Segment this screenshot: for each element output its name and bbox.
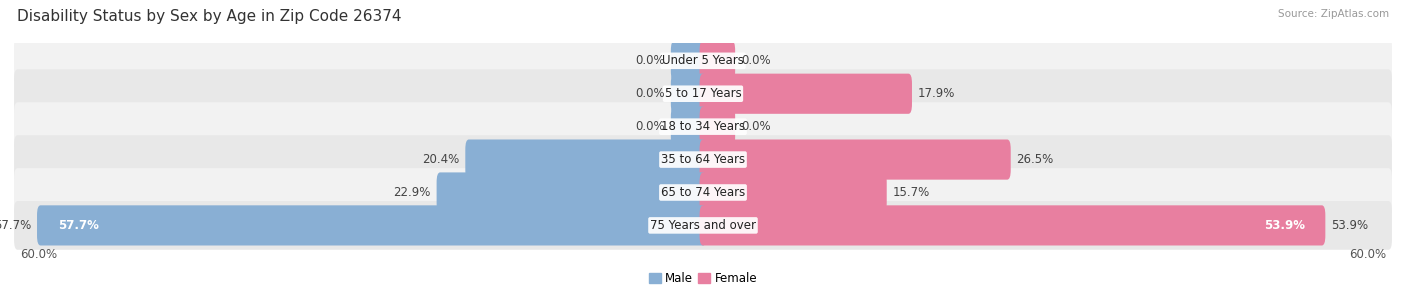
FancyBboxPatch shape — [700, 172, 887, 213]
Text: 0.0%: 0.0% — [741, 120, 770, 133]
Text: 57.7%: 57.7% — [0, 219, 31, 232]
FancyBboxPatch shape — [671, 41, 706, 81]
FancyBboxPatch shape — [700, 139, 1011, 180]
FancyBboxPatch shape — [14, 69, 1392, 118]
Text: Disability Status by Sex by Age in Zip Code 26374: Disability Status by Sex by Age in Zip C… — [17, 9, 401, 24]
Text: Under 5 Years: Under 5 Years — [662, 54, 744, 67]
FancyBboxPatch shape — [14, 201, 1392, 250]
Text: 0.0%: 0.0% — [741, 54, 770, 67]
Text: 0.0%: 0.0% — [636, 120, 665, 133]
Text: 26.5%: 26.5% — [1017, 153, 1053, 166]
Text: 60.0%: 60.0% — [1350, 248, 1386, 261]
FancyBboxPatch shape — [437, 172, 706, 213]
FancyBboxPatch shape — [700, 41, 735, 81]
Text: 60.0%: 60.0% — [20, 248, 56, 261]
Text: 0.0%: 0.0% — [636, 87, 665, 100]
Text: 57.7%: 57.7% — [58, 219, 98, 232]
Text: 53.9%: 53.9% — [1264, 219, 1305, 232]
Text: 53.9%: 53.9% — [1331, 219, 1368, 232]
Text: 0.0%: 0.0% — [636, 54, 665, 67]
FancyBboxPatch shape — [14, 36, 1392, 85]
FancyBboxPatch shape — [14, 135, 1392, 184]
FancyBboxPatch shape — [671, 74, 706, 114]
FancyBboxPatch shape — [37, 205, 706, 246]
Text: 20.4%: 20.4% — [422, 153, 460, 166]
Text: 65 to 74 Years: 65 to 74 Years — [661, 186, 745, 199]
Text: Source: ZipAtlas.com: Source: ZipAtlas.com — [1278, 9, 1389, 19]
Text: 22.9%: 22.9% — [394, 186, 430, 199]
Text: 15.7%: 15.7% — [893, 186, 929, 199]
FancyBboxPatch shape — [700, 106, 735, 147]
FancyBboxPatch shape — [700, 74, 912, 114]
Text: 5 to 17 Years: 5 to 17 Years — [665, 87, 741, 100]
Text: 35 to 64 Years: 35 to 64 Years — [661, 153, 745, 166]
FancyBboxPatch shape — [700, 205, 1326, 246]
FancyBboxPatch shape — [671, 106, 706, 147]
Text: 18 to 34 Years: 18 to 34 Years — [661, 120, 745, 133]
FancyBboxPatch shape — [14, 102, 1392, 151]
FancyBboxPatch shape — [14, 168, 1392, 217]
Legend: Male, Female: Male, Female — [644, 267, 762, 290]
Text: 75 Years and over: 75 Years and over — [650, 219, 756, 232]
Text: 17.9%: 17.9% — [918, 87, 955, 100]
FancyBboxPatch shape — [465, 139, 706, 180]
